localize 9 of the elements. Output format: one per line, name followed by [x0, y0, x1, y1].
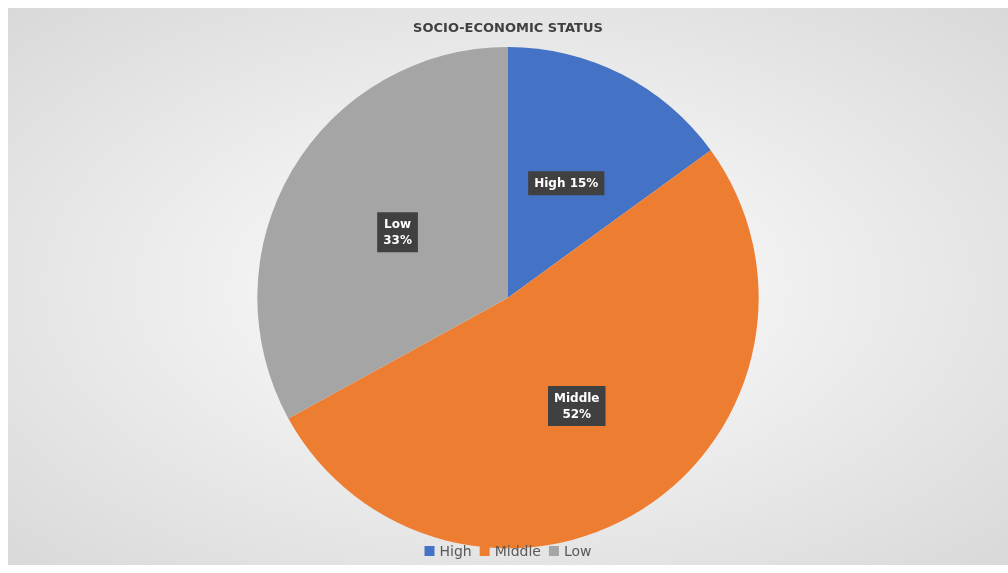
legend-label: Low [563, 543, 592, 559]
legend-label: High [439, 543, 472, 559]
data-label: 52% [562, 406, 592, 421]
category-label: High 15% [534, 176, 599, 191]
chart-title: SOCIO-ECONOMIC STATUS [413, 20, 603, 35]
slice-label: Low [384, 217, 412, 232]
legend-label: Middle [494, 543, 541, 559]
slice-label: Middle [554, 390, 600, 405]
data-label: 33% [383, 233, 412, 248]
